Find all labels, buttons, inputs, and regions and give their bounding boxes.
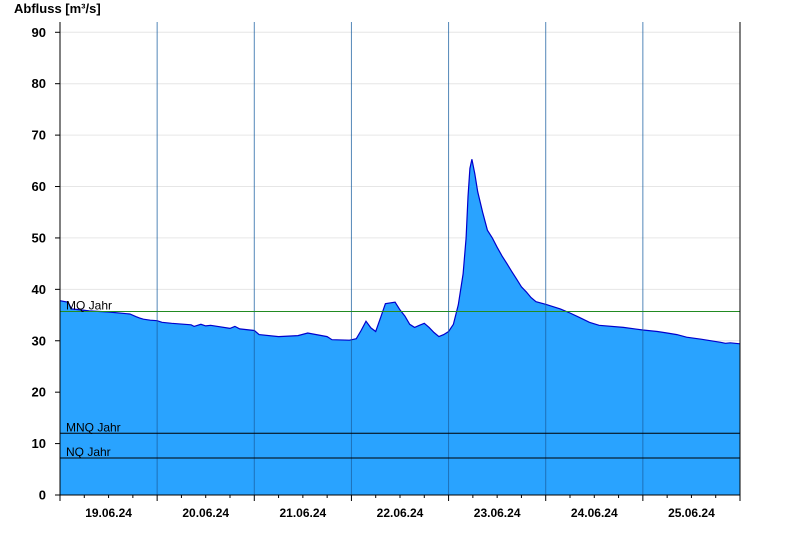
- y-tick-label: 10: [32, 436, 46, 451]
- x-ticks: 19.06.24 20.06.24 21.06.24 22.06.24 23.06.24…: [59, 495, 741, 520]
- y-tick-label: 70: [32, 128, 46, 143]
- x-tick-label: 25.06.24: [668, 506, 715, 520]
- y-tick-label: 50: [32, 230, 46, 245]
- y-tick-label: 30: [32, 333, 46, 348]
- y-tick-label: 20: [32, 385, 46, 400]
- y-ticks: 0 10 20 30 40 50 60 70 80 90: [32, 25, 60, 503]
- y-tick-label: 60: [32, 179, 46, 194]
- day-separators: [156, 22, 644, 495]
- area-series: [59, 159, 741, 496]
- x-tick-label: 23.06.24: [474, 506, 521, 520]
- x-tick-label: 21.06.24: [279, 506, 326, 520]
- x-tick-label: 24.06.24: [571, 506, 618, 520]
- reference-lines: MQ Jahr MNQ Jahr NQ Jahr: [60, 298, 740, 459]
- y-tick-label: 90: [32, 25, 46, 40]
- ref-line-label: NQ Jahr: [66, 445, 111, 459]
- x-tick-label: 22.06.24: [377, 506, 424, 520]
- series-line: [59, 159, 741, 345]
- y-tick-label: 40: [32, 282, 46, 297]
- area-fill: [60, 159, 740, 496]
- x-tick-label: 19.06.24: [85, 506, 132, 520]
- y-tick-label: 80: [32, 76, 46, 91]
- y-axis-title: Abfluss [m³/s]: [14, 1, 101, 16]
- ref-line-label: MNQ Jahr: [66, 420, 121, 434]
- y-tick-label: 0: [39, 488, 46, 503]
- ref-line-label: MQ Jahr: [66, 298, 112, 312]
- x-tick-label: 20.06.24: [182, 506, 229, 520]
